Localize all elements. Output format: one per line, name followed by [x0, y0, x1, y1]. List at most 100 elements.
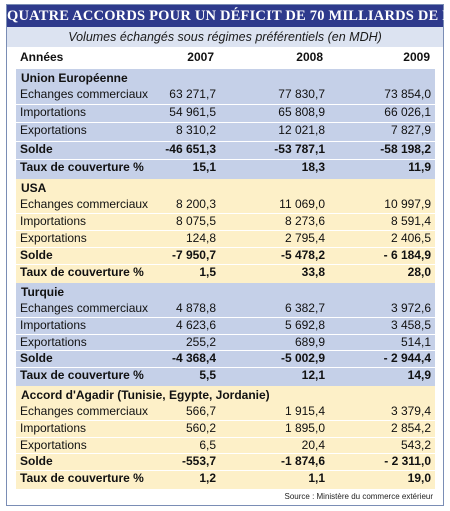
row-value-2009: 66 026,1	[384, 105, 431, 120]
row-value-2008: -53 787,1	[274, 141, 325, 156]
row-label: Solde	[20, 141, 53, 156]
row-value-2008: 12,1	[301, 368, 325, 383]
row-separator	[16, 158, 435, 160]
row-label: Importations	[20, 420, 87, 435]
table-row: Echanges commerciaux 4 878,8 6 382,7 3 972,…	[16, 300, 435, 317]
table-row: Taux de couverture % 5,5 12,1 14,9	[16, 367, 435, 384]
row-label: Importations	[20, 317, 87, 332]
table-row: Solde -553,7 -1 874,6 - 2 311,0	[16, 453, 435, 470]
row-value-2007: -46 651,3	[165, 141, 216, 156]
row-value-2009: - 6 184,9	[383, 248, 431, 262]
table-row: Importations 54 961,5 65 808,9 66 026,1	[16, 104, 435, 121]
row-value-2009: 10 997,9	[384, 197, 431, 211]
row-value-2008: 1,1	[308, 471, 325, 486]
section-0: Union Européenne Echanges commerciaux 63 2…	[16, 69, 435, 179]
row-value-2007: 8 200,3	[175, 197, 216, 211]
table-row: Solde -4 368,4 -5 002,9 - 2 944,4	[16, 350, 435, 367]
row-label: Echanges commerciaux	[20, 197, 149, 211]
row-label: Solde	[20, 248, 53, 262]
row-separator	[16, 104, 435, 106]
row-value-2007: 566,7	[185, 404, 216, 418]
row-label: Solde	[20, 351, 53, 366]
row-separator	[16, 247, 435, 248]
row-value-2009: 3 379,4	[390, 404, 431, 418]
row-separator	[16, 122, 435, 124]
table-row: Echanges commerciaux 63 271,7 77 830,7 73 8…	[16, 86, 435, 103]
row-value-2008: 689,9	[294, 334, 325, 349]
row-separator	[16, 333, 435, 335]
row-value-2008: 1 915,4	[284, 404, 325, 418]
section-title: USA	[21, 181, 47, 195]
row-value-2007: -553,7	[181, 454, 216, 469]
row-label: Solde	[20, 454, 53, 469]
table-row: Exportations 8 310,2 12 021,8 7 827,9	[16, 122, 435, 139]
row-value-2009: 8 591,4	[390, 214, 431, 228]
row-value-2007: 1,2	[199, 471, 216, 486]
row-label: Importations	[20, 105, 87, 120]
row-separator	[16, 140, 435, 142]
row-separator	[16, 367, 435, 369]
row-value-2007: 124,8	[185, 231, 216, 245]
table-row: Echanges commerciaux 566,7 1 915,4 3 379,4	[16, 403, 435, 420]
row-separator	[16, 436, 435, 438]
row-value-2009: 7 827,9	[390, 123, 431, 138]
row-value-2009: 14,9	[407, 368, 431, 383]
row-value-2008: 1 895,0	[284, 420, 325, 435]
row-value-2009: -58 198,2	[380, 141, 431, 156]
row-value-2008: 12 021,8	[278, 123, 325, 138]
row-value-2009: - 2 944,4	[383, 351, 431, 366]
row-label: Echanges commerciaux	[20, 301, 149, 315]
row-value-2008: 5 692,8	[284, 317, 325, 332]
row-value-2007: -7 950,7	[171, 248, 216, 262]
row-value-2007: 1,5	[199, 265, 216, 279]
row-label: Importations	[20, 214, 87, 228]
header-label: Années	[20, 50, 64, 64]
row-value-2008: 8 273,6	[284, 214, 325, 228]
row-value-2007: 6,5	[199, 437, 216, 452]
row-value-2009: 2 854,2	[390, 420, 431, 435]
row-value-2008: 6 382,7	[284, 301, 325, 315]
row-separator	[16, 350, 435, 352]
row-value-2007: 560,2	[185, 420, 216, 435]
source-note: Source : Ministère du commerce extérieur	[284, 492, 434, 501]
row-value-2008: 18,3	[301, 159, 325, 174]
table-row: Taux de couverture % 15,1 18,3 11,9	[16, 159, 435, 176]
row-value-2007: 15,1	[192, 159, 216, 174]
row-value-2008: -1 874,6	[280, 454, 325, 469]
row-separator	[16, 419, 435, 421]
table-row: Solde -7 950,7 -5 478,2 - 6 184,9	[16, 247, 435, 264]
row-label: Taux de couverture %	[20, 159, 144, 174]
column-header-row: Années 2007 2008 2009	[7, 50, 443, 68]
table-row: Importations 560,2 1 895,0 2 854,2	[16, 420, 435, 437]
row-separator	[16, 264, 435, 265]
row-value-2007: 8 075,5	[175, 214, 216, 228]
row-separator	[16, 470, 435, 472]
row-value-2008: 77 830,7	[278, 87, 325, 101]
section-2: Turquie Echanges commerciaux 4 878,8 6 382,…	[16, 283, 435, 386]
row-value-2009: 28,0	[407, 265, 431, 279]
row-value-2008: 20,4	[301, 437, 325, 452]
header-year-2009: 2009	[403, 50, 430, 64]
row-label: Taux de couverture %	[20, 471, 144, 486]
table-row: Exportations 6,5 20,4 543,2	[16, 437, 435, 454]
row-separator	[16, 230, 435, 231]
table-subtitle: Volumes échangés sous régimes préférenti…	[7, 27, 443, 47]
row-separator	[16, 316, 435, 318]
row-value-2007: 4 623,6	[175, 317, 216, 332]
row-label: Exportations	[20, 123, 87, 138]
table-row: Exportations 255,2 689,9 514,1	[16, 334, 435, 351]
row-value-2007: 5,5	[199, 368, 216, 383]
row-value-2007: 54 961,5	[169, 105, 216, 120]
table-frame: QUATRE ACCORDS POUR UN DÉFICIT DE 70 MIL…	[6, 4, 450, 506]
row-separator	[16, 453, 435, 455]
row-value-2008: 11 069,0	[279, 197, 325, 211]
row-value-2007: 63 271,7	[169, 87, 216, 101]
row-value-2007: 4 878,8	[175, 301, 216, 315]
section-title: Accord d'Agadir (Tunisie, Egypte, Jordan…	[21, 388, 270, 402]
row-value-2009: 3 458,5	[390, 317, 431, 332]
table-row: Echanges commerciaux 8 200,3 11 069,0 10 99…	[16, 196, 435, 213]
section-3: Accord d'Agadir (Tunisie, Egypte, Jordan…	[16, 386, 435, 489]
row-value-2007: 8 310,2	[175, 123, 216, 138]
table-row: Importations 4 623,6 5 692,8 3 458,5	[16, 317, 435, 334]
row-label: Echanges commerciaux	[20, 87, 149, 101]
